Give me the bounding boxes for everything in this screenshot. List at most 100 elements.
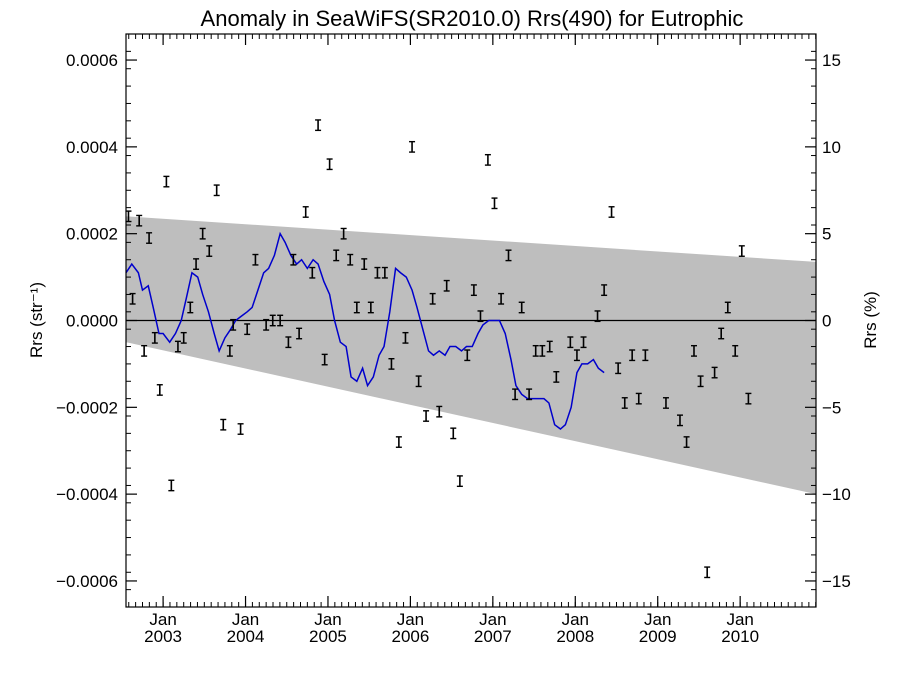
data-point [711,366,718,379]
uncertainty-band-layer [126,216,816,495]
x-tick-label-month: Jan [479,610,506,629]
trend-line-layer [125,231,605,430]
data-point [532,344,539,357]
data-point [683,436,690,448]
data-point [601,284,608,297]
data-point [443,279,450,292]
y-tick-label-right: −15 [822,572,851,591]
y-axis-label-right: Rrs (%) [861,291,880,349]
data-point [226,344,233,357]
data-point [263,318,270,331]
x-tick-label-month: Jan [644,610,671,629]
data-point [252,253,259,266]
x-tick-label-month: Jan [726,610,753,629]
data-point [340,227,347,240]
data-point [395,436,402,448]
data-point [409,140,416,153]
data-point [136,214,143,227]
y-tick-label-right: 15 [822,51,841,70]
data-point [621,397,628,409]
x-tick-label-year: 2006 [391,627,429,646]
data-point [151,331,158,344]
data-point [290,253,297,266]
y-axis-label-left: Rrs (str⁻¹) [27,282,46,358]
data-point [738,245,745,257]
uncertainty-band [126,216,816,495]
data-point [269,314,276,327]
data-point [180,331,187,344]
y-tick-label-left: 0.0002 [66,225,118,244]
data-point [302,206,309,218]
y-tick-label-left: 0.0004 [66,138,118,157]
x-tick-label-month: Jan [314,610,341,629]
data-point [704,566,711,579]
data-point [470,284,477,297]
data-point [635,392,642,405]
trend-line [125,231,605,430]
y-tick-label-right: −10 [822,485,851,504]
data-point [553,371,560,383]
data-point [484,153,491,166]
data-point [423,410,430,422]
data-point [732,344,739,357]
data-point [690,344,697,357]
y-tick-label-right: 10 [822,138,841,157]
data-point [129,292,136,305]
data-point [220,418,227,431]
data-point [464,349,471,362]
data-point [567,336,574,349]
data-point [163,175,170,188]
data-point [146,232,153,244]
data-point [662,397,669,409]
y-tick-label-left: −0.0002 [56,398,118,417]
y-tick-label-left: 0.0006 [66,51,118,70]
data-point [526,388,533,401]
data-point [230,318,237,331]
data-point [141,344,148,357]
data-point [277,314,284,327]
data-point [518,301,525,314]
data-point [415,375,422,388]
data-point [199,227,206,240]
data-point [724,301,731,314]
data-point [477,310,484,323]
data-point [745,392,752,405]
data-point [168,479,175,492]
x-tick-label-year: 2009 [639,627,677,646]
x-tick-label-month: Jan [149,610,176,629]
x-tick-label-year: 2007 [474,627,512,646]
data-point [676,414,683,427]
y-tick-label-right: 5 [822,225,831,244]
data-point [174,340,181,353]
ticks-layer: 0.0006 0.0004 0.0002 0.0000 −0.0002 −0.0004 −0… [56,33,851,646]
data-point [402,331,409,344]
data-point [361,258,368,270]
y-tick-label-left: −0.0006 [56,572,118,591]
x-tick-label-month: Jan [232,610,259,629]
data-point [429,292,436,305]
data-point [309,266,316,279]
data-point [546,340,553,353]
data-point [642,349,649,362]
x-tick-label-year: 2010 [721,627,759,646]
data-point [450,427,457,440]
data-point [244,323,251,336]
data-point [512,388,519,401]
data-point [333,249,340,262]
data-point [285,336,292,349]
data-point [498,292,505,305]
data-point [213,184,220,197]
data-point [347,253,354,266]
data-point [594,310,601,323]
data-point [608,206,615,218]
data-point [381,266,388,279]
x-tick-label-month: Jan [397,610,424,629]
data-point [187,301,194,314]
data-point [321,353,328,366]
data-point [505,249,512,262]
y-tick-label-left: 0.0000 [66,312,118,331]
data-point [456,475,463,488]
x-tick-label-year: 2008 [556,627,594,646]
data-point [353,301,360,314]
